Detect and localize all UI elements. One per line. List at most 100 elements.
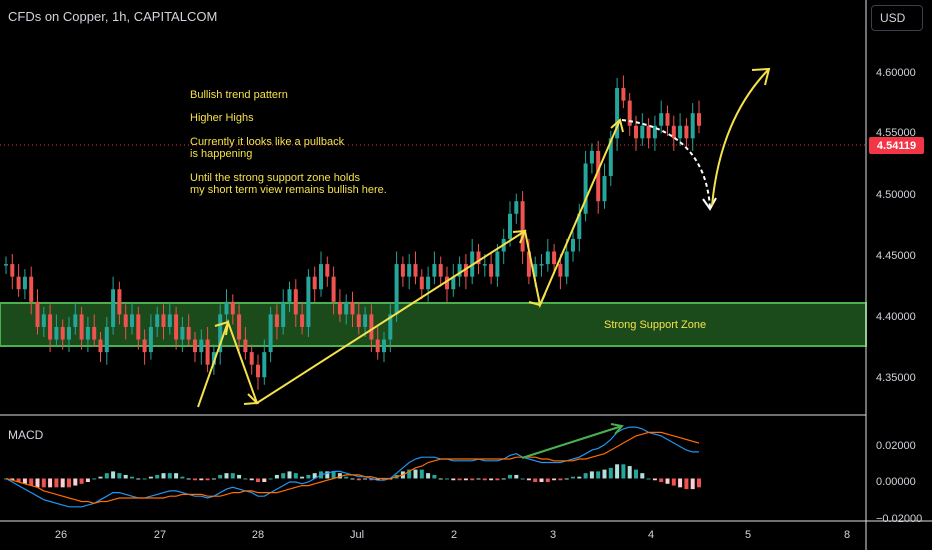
candle-body [356,314,361,327]
macd-histogram-bar [520,478,525,480]
candle-body [445,276,449,290]
candle-body [489,264,494,277]
macd-histogram-bar [180,476,185,479]
macd-histogram-bar [552,478,557,481]
candle-body [123,314,128,327]
candle-body [117,289,122,315]
macd-histogram-bar [577,476,582,479]
candle-body [596,150,601,202]
macd-tick: 0.02000 [876,440,916,452]
candle-body [136,314,141,340]
candle-body [463,264,468,277]
macd-histogram-bar [300,476,305,479]
arrowhead-3 [512,229,527,244]
candle-body [237,314,242,340]
candle-body [167,314,172,327]
macd-histogram-bar [426,473,431,479]
candle-body [211,352,216,365]
macd-histogram-bar [136,478,141,480]
symbol-title[interactable]: CFDs on Copper, 1h, CAPITALCOM [8,9,218,24]
macd-histogram-bar [16,478,21,483]
macd-histogram-bar [331,471,336,479]
candle-body [564,251,569,277]
candle-body [451,276,456,290]
candle-body [29,276,34,302]
macd-histogram-bar [451,478,456,481]
macd-histogram-bar [470,478,475,481]
macd-histogram-bar [350,478,355,480]
macd-histogram-bar [589,471,594,479]
candle-body [10,264,15,277]
candle-body [583,163,588,214]
macd-histogram-bar [161,473,166,479]
macd-histogram-bar [174,473,179,479]
arrowhead-5 [610,118,624,133]
candle-body [589,150,594,164]
macd-histogram-bar [463,478,468,481]
candle-body [174,314,179,340]
macd-histogram-bar [67,478,71,488]
candle-body [558,264,563,277]
macd-histogram-bar [545,478,550,483]
candle-body [665,113,670,126]
macd-histogram-bar [268,478,273,480]
candle-body [533,264,538,277]
candle-body [85,326,90,340]
macd-histogram-bar [10,478,15,481]
candle-body [432,264,437,277]
candle-body [526,251,531,277]
macd-histogram-bar [29,478,34,486]
macd-histogram-bar [155,474,160,479]
candle-body [155,314,160,327]
macd-histogram-bar [659,478,664,483]
candle-body [224,301,229,315]
candle-body [457,264,462,277]
macd-histogram-bar [539,478,544,483]
candle-body [659,113,664,126]
annotation-pullback: Currently it looks like a pullback is ha… [190,136,345,160]
macd-histogram-bar [306,474,311,479]
candle-body [627,100,632,126]
candle-body [652,125,657,139]
candle-body [249,352,254,365]
candle-body [111,289,116,327]
signal-line [5,431,700,504]
bullish-projection-arrow [711,69,769,207]
candle-body [608,138,613,177]
candle-body [130,314,134,327]
candle-body [337,301,342,315]
macd-histogram-bar [92,478,97,480]
candle-body [319,264,323,290]
candle-body [413,264,418,277]
annotation-trend: Bullish trend pattern [190,89,288,101]
bullish-projection-arrowhead [751,67,771,86]
price-tick: 4.45000 [876,250,916,262]
candle-body [363,314,368,327]
macd-histogram-bar [646,478,651,480]
time-tick: 5 [744,529,752,541]
candle-body [73,314,78,327]
macd-histogram-bar [287,471,292,479]
macd-histogram-bar [193,478,197,481]
macd-histogram-bar [665,478,670,484]
time-tick: Jul [349,529,365,541]
last-price-tag: 4.54119 [869,137,924,154]
candle-body [193,339,197,353]
candle-body [571,238,575,252]
macd-histogram-bar [615,464,620,479]
candle-body [426,276,431,290]
macd-histogram-bar [98,476,103,479]
macd-histogram-bar [167,473,172,479]
candle-body [48,314,53,340]
candle-body [60,326,65,340]
candle-body [98,339,103,353]
currency-button[interactable]: USD [871,5,923,31]
candle-body [369,314,374,340]
candle-body [495,251,500,277]
macd-histogram-bar [230,473,235,479]
candle-body [678,125,683,139]
candle-body [508,213,512,239]
support-zone [0,302,867,347]
macd-histogram [4,464,701,490]
